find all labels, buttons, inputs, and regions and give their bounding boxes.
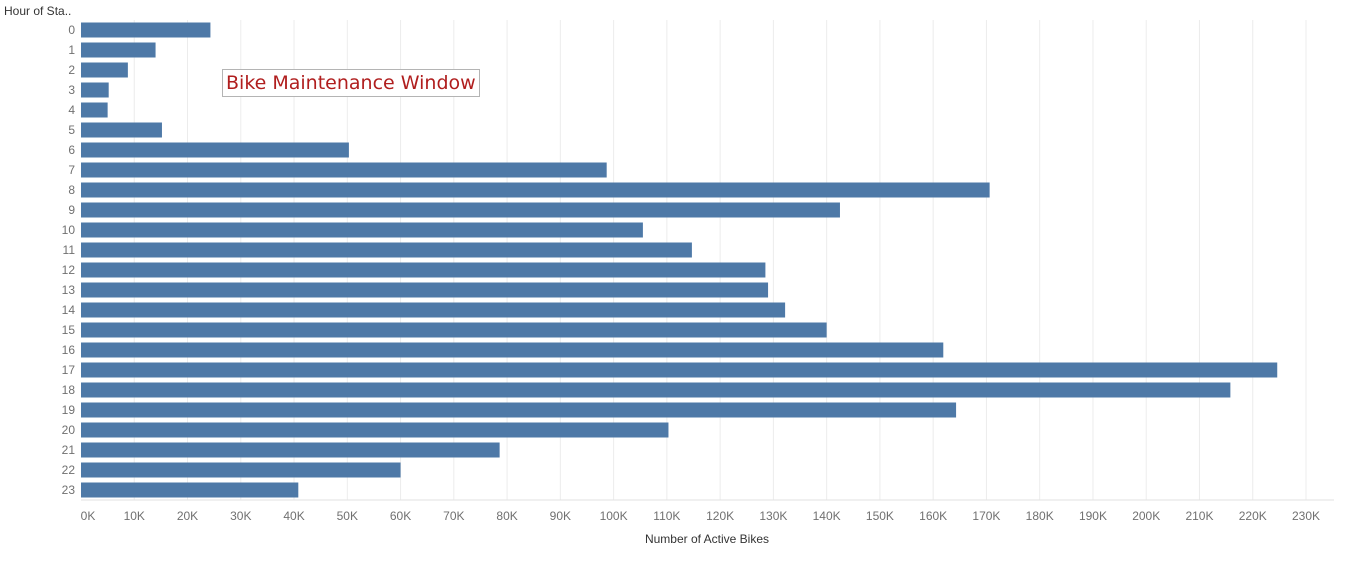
x-tick-label: 100K [600,509,628,523]
x-tick-label: 10K [124,509,145,523]
bar[interactable] [81,322,827,338]
bar[interactable] [81,222,643,238]
category-label: 18 [62,383,76,397]
bar[interactable] [81,362,1278,378]
bar[interactable] [81,102,108,118]
x-tick-label: 150K [866,509,894,523]
category-label: 1 [68,43,75,57]
category-label: 19 [62,403,76,417]
x-tick-label: 30K [230,509,251,523]
category-label: 13 [62,283,76,297]
annotation-label: Bike Maintenance Window [222,69,480,97]
row-header: Hour of Sta.. [4,4,72,18]
category-label: 10 [62,223,76,237]
x-tick-label: 140K [813,509,841,523]
bar[interactable] [81,162,607,178]
category-label: 4 [68,103,75,117]
category-label: 3 [68,83,75,97]
x-tick-label: 210K [1185,509,1213,523]
bar[interactable] [81,202,840,218]
x-tick-label: 180K [1026,509,1054,523]
category-label: 23 [62,483,76,497]
bar[interactable] [81,242,692,258]
bar[interactable] [81,482,299,498]
bar[interactable] [81,62,128,78]
x-tick-label: 200K [1132,509,1160,523]
x-tick-label: 90K [550,509,571,523]
x-tick-label: 130K [759,509,787,523]
x-tick-label: 220K [1239,509,1267,523]
x-tick-label: 60K [390,509,411,523]
bar[interactable] [81,442,500,458]
category-label: 22 [62,463,76,477]
x-tick-label: 50K [337,509,358,523]
bar[interactable] [81,402,957,418]
category-label: 2 [68,63,75,77]
bar[interactable] [81,302,786,318]
category-label: 12 [62,263,76,277]
x-tick-label: 0K [81,509,96,523]
bar[interactable] [81,282,769,298]
category-label: 0 [68,23,75,37]
bar[interactable] [81,82,109,98]
bar[interactable] [81,462,401,478]
bar[interactable] [81,382,1231,398]
category-label: 5 [68,123,75,137]
x-tick-label: 120K [706,509,734,523]
bar[interactable] [81,182,990,198]
x-tick-label: 70K [443,509,464,523]
bar[interactable] [81,122,162,138]
bar[interactable] [81,42,156,58]
bars [81,22,1278,498]
category-label: 8 [68,183,75,197]
bar[interactable] [81,262,766,278]
x-tick-label: 110K [653,509,680,523]
x-tick-label: 230K [1292,509,1320,523]
bar[interactable] [81,142,349,158]
x-tick-label: 20K [177,509,198,523]
x-tick-label: 160K [919,509,947,523]
category-label: 9 [68,203,75,217]
gridlines [81,20,1334,501]
x-tick-label: 80K [496,509,517,523]
category-label: 14 [62,303,76,317]
x-tick-label: 190K [1079,509,1107,523]
bar[interactable] [81,422,669,438]
category-label: 17 [62,363,76,377]
bar[interactable] [81,342,944,358]
x-tick-label: 170K [972,509,1000,523]
category-label: 11 [63,243,76,257]
category-label: 15 [62,323,76,337]
category-label: 6 [68,143,75,157]
category-label: 21 [62,443,76,457]
x-tick-labels: 0K 10K 20K 30K 40K 50K 60K 70K 80K 90K 100K 110K 120… [81,509,1320,523]
category-label: 16 [62,343,76,357]
x-axis-title: Number of Active Bikes [644,532,770,546]
category-label: 20 [62,423,76,437]
category-label: 7 [68,163,75,177]
x-tick-label: 40K [283,509,304,523]
bar[interactable] [81,22,211,38]
